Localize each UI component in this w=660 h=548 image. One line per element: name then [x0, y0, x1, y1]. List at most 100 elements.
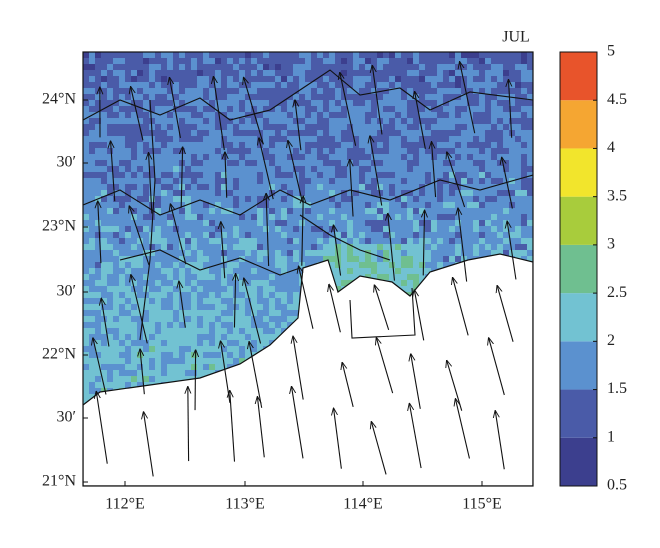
field-cell [233, 70, 239, 76]
field-cell [365, 76, 371, 82]
field-cell [203, 124, 209, 130]
field-cell [311, 208, 317, 214]
field-cell [377, 82, 383, 88]
field-cell [95, 274, 101, 280]
field-cell [443, 244, 449, 250]
field-cell [113, 88, 119, 94]
field-cell [509, 88, 515, 94]
field-cell [467, 214, 473, 220]
field-cell [197, 166, 203, 172]
field-cell [137, 94, 143, 100]
field-cell [377, 238, 383, 244]
field-cell [161, 100, 167, 106]
field-cell [95, 76, 101, 82]
field-cell [161, 166, 167, 172]
field-cell [185, 304, 191, 310]
field-cell [161, 274, 167, 280]
field-cell [515, 214, 521, 220]
field-cell [323, 166, 329, 172]
field-cell [323, 202, 329, 208]
field-cell [83, 184, 89, 190]
field-cell [173, 52, 179, 58]
field-cell [173, 238, 179, 244]
field-cell [287, 118, 293, 124]
field-cell [155, 70, 161, 76]
field-cell [221, 100, 227, 106]
field-cell [473, 136, 479, 142]
field-cell [293, 256, 299, 262]
field-cell [245, 190, 251, 196]
field-cell [299, 142, 305, 148]
field-cell [191, 262, 197, 268]
field-cell [161, 220, 167, 226]
field-cell [89, 304, 95, 310]
field-cell [395, 118, 401, 124]
field-cell [413, 148, 419, 154]
field-cell [137, 322, 143, 328]
field-cell [89, 76, 95, 82]
field-cell [341, 130, 347, 136]
field-cell [263, 340, 269, 346]
field-cell [143, 130, 149, 136]
field-cell [179, 94, 185, 100]
field-cell [89, 142, 95, 148]
field-cell [149, 322, 155, 328]
field-cell [149, 268, 155, 274]
field-cell [341, 220, 347, 226]
field-cell [413, 154, 419, 160]
field-cell [479, 100, 485, 106]
field-cell [107, 94, 113, 100]
field-cell [371, 256, 377, 262]
field-cell [389, 274, 395, 280]
field-cell [365, 268, 371, 274]
field-cell [287, 190, 293, 196]
field-cell [263, 70, 269, 76]
field-cell [275, 70, 281, 76]
field-cell [89, 316, 95, 322]
field-cell [329, 160, 335, 166]
field-cell [143, 142, 149, 148]
field-cell [221, 70, 227, 76]
field-cell [383, 244, 389, 250]
field-cell [527, 196, 533, 202]
field-cell [341, 268, 347, 274]
field-cell [203, 268, 209, 274]
field-cell [185, 226, 191, 232]
field-cell [431, 130, 437, 136]
field-cell [395, 94, 401, 100]
field-cell [143, 52, 149, 58]
field-cell [449, 256, 455, 262]
field-cell [83, 154, 89, 160]
field-cell [401, 220, 407, 226]
field-cell [137, 358, 143, 364]
field-cell [257, 274, 263, 280]
field-cell [521, 112, 527, 118]
field-cell [191, 226, 197, 232]
field-cell [359, 196, 365, 202]
field-cell [119, 250, 125, 256]
field-cell [503, 124, 509, 130]
field-cell [125, 124, 131, 130]
field-cell [365, 226, 371, 232]
field-cell [209, 358, 215, 364]
field-cell [107, 124, 113, 130]
field-cell [461, 172, 467, 178]
field-cell [347, 202, 353, 208]
field-cell [221, 64, 227, 70]
field-cell [155, 160, 161, 166]
field-cell [311, 142, 317, 148]
field-cell [311, 220, 317, 226]
field-cell [125, 370, 131, 376]
field-cell [251, 106, 257, 112]
field-cell [107, 196, 113, 202]
field-cell [173, 154, 179, 160]
field-cell [509, 208, 515, 214]
field-cell [317, 130, 323, 136]
field-cell [191, 220, 197, 226]
field-cell [293, 274, 299, 280]
field-cell [155, 172, 161, 178]
field-cell [437, 130, 443, 136]
field-cell [245, 160, 251, 166]
field-cell [353, 76, 359, 82]
field-cell [125, 358, 131, 364]
